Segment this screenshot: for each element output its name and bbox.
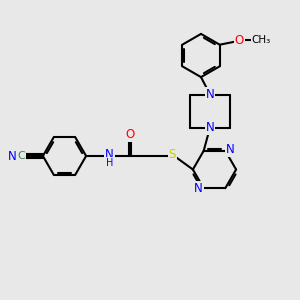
Text: N: N	[206, 88, 214, 101]
Text: C: C	[17, 151, 25, 161]
Text: N: N	[226, 143, 235, 156]
Text: CH₃: CH₃	[251, 35, 271, 45]
Text: N: N	[194, 182, 203, 195]
Text: H: H	[106, 158, 113, 168]
Text: O: O	[125, 128, 134, 142]
Text: S: S	[169, 148, 176, 161]
Text: N: N	[8, 149, 16, 163]
Text: N: N	[206, 121, 214, 134]
Text: O: O	[235, 34, 244, 47]
Text: N: N	[105, 148, 114, 161]
